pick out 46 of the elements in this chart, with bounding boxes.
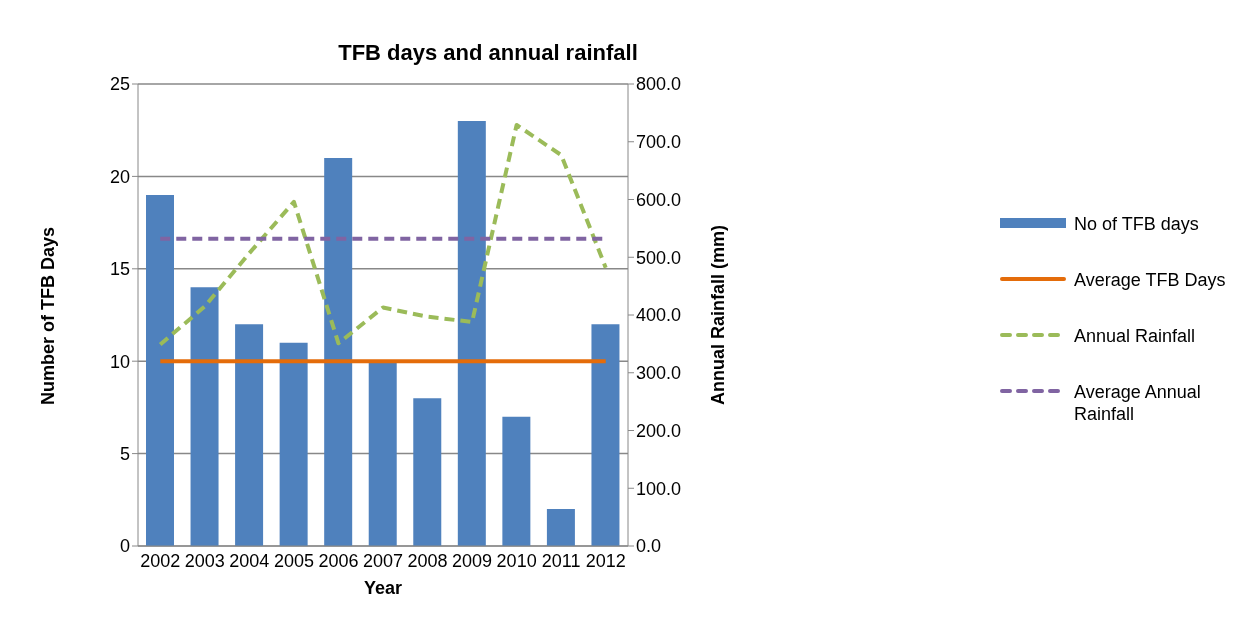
bar — [324, 157, 353, 546]
y2-tick-label: 500.0 — [636, 247, 682, 268]
bar — [591, 324, 620, 546]
legend-label: Annual Rainfall — [1074, 325, 1196, 347]
y2-tick-label: 300.0 — [636, 363, 682, 384]
chart-title: TFB days and annual rainfall — [337, 39, 639, 66]
y-axis-title: Number of TFB Days — [38, 226, 59, 405]
bar — [190, 287, 219, 546]
y-tick-label: 10 — [109, 351, 130, 372]
x-axis-title: Year — [363, 578, 403, 598]
bar — [146, 194, 174, 546]
y-tick-label: 15 — [109, 259, 130, 280]
y-tick-label: 20 — [109, 166, 130, 187]
y2-tick-label: 800.0 — [636, 74, 682, 95]
y2-tick-label: 0.0 — [636, 536, 662, 557]
y2-axis-title: Annual Rainfall (mm) — [708, 225, 729, 406]
x-tick-label: 2011 — [541, 550, 581, 571]
bar — [413, 398, 442, 546]
bar — [457, 120, 486, 546]
bar — [546, 509, 575, 546]
x-tick-label: 2012 — [585, 550, 626, 571]
y2-tick-label: 400.0 — [636, 305, 682, 326]
bar — [368, 361, 397, 546]
x-tick-label: 2009 — [452, 550, 493, 571]
y2-tick-label: 200.0 — [636, 420, 682, 441]
x-tick-label: 2006 — [318, 550, 359, 571]
legend-label: No of TFB days — [1074, 213, 1199, 235]
x-tick-label: 2010 — [496, 550, 537, 571]
y-tick-label: 0 — [119, 536, 130, 557]
y-tick-label: 25 — [109, 74, 130, 95]
bar — [279, 342, 308, 546]
legend-label: Average TFB Days — [1074, 269, 1226, 291]
y2-tick-label: 700.0 — [636, 132, 682, 153]
x-tick-label: 2007 — [362, 550, 404, 571]
y2-tick-label: 600.0 — [636, 189, 682, 210]
bar — [502, 416, 531, 546]
x-tick-label: 2004 — [229, 550, 270, 571]
y-tick-label: 5 — [119, 443, 130, 464]
x-tick-label: 2008 — [407, 550, 448, 571]
legend-label: Average Annual Rainfall — [1074, 381, 1202, 425]
x-tick-label: 2005 — [273, 550, 314, 571]
bar — [235, 324, 264, 546]
x-tick-label: 2002 — [140, 550, 181, 571]
y2-tick-label: 100.0 — [636, 478, 682, 499]
line-series — [158, 123, 608, 347]
x-tick-label: 2003 — [184, 550, 225, 571]
